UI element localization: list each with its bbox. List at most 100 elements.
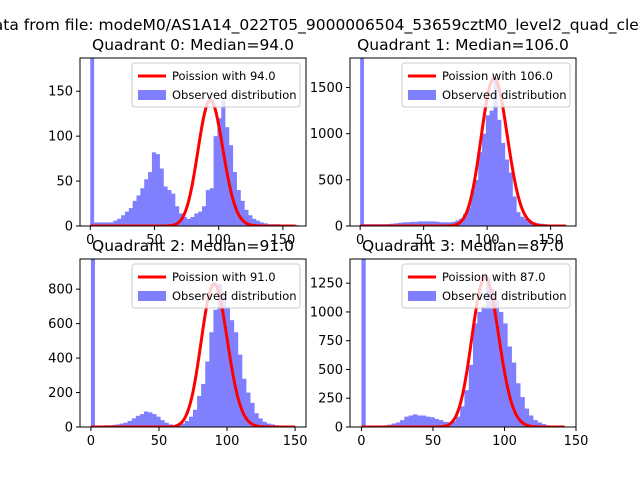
hist-bar	[254, 413, 259, 427]
hist-bar	[455, 416, 461, 427]
hist-bar	[180, 423, 186, 427]
axes-frame	[349, 258, 577, 428]
legend-line-label: Poission with 87.0	[442, 270, 546, 284]
hist-bar	[537, 422, 542, 427]
hist-bar	[398, 222, 403, 226]
hist-bar	[119, 423, 124, 427]
hist-bar	[217, 118, 222, 226]
hist-bar	[182, 217, 187, 226]
y-tick-label: 0	[335, 220, 343, 235]
hist-bar	[197, 395, 202, 427]
hist-bar	[246, 392, 251, 427]
x-tick-label: 50	[151, 434, 168, 449]
hist-bar	[527, 220, 532, 226]
hist-bar	[409, 221, 414, 226]
hist-bar	[237, 354, 243, 427]
x-tick-label: 100	[492, 434, 517, 449]
hist-bar	[466, 207, 471, 226]
poisson-curve	[361, 275, 565, 427]
hist-bar	[209, 332, 214, 427]
hist-bar	[477, 311, 482, 427]
x-tick-label: 150	[283, 434, 308, 449]
quadrant-3-plot-area	[361, 259, 568, 427]
hist-bar	[266, 423, 271, 427]
quadrant-2-title: Quadrant 2: Median=91.0	[92, 237, 294, 255]
hist-bar	[164, 422, 169, 427]
hist-bar	[528, 415, 534, 427]
hist-bar	[490, 288, 495, 427]
hist-bar-zero	[90, 259, 95, 427]
hist-bar	[123, 422, 128, 427]
y-tick-label: 1500	[310, 81, 343, 96]
legend: Poission with 94.0 Observed distribution	[131, 62, 301, 108]
hist-bar	[105, 222, 110, 226]
hist-bar	[225, 306, 231, 427]
y-tick-label: 1000	[310, 127, 343, 142]
hist-bar-zero	[361, 259, 366, 427]
hist-bar	[221, 292, 226, 427]
hist-bar	[516, 212, 521, 226]
y-tick-label: 50	[56, 175, 73, 190]
x-tick-label: 0	[357, 434, 365, 449]
hist-bar	[213, 309, 218, 427]
hist-bar	[524, 408, 530, 427]
x-tick-label: 0	[356, 233, 364, 248]
hist-bar	[523, 218, 529, 226]
hist-bar	[121, 215, 126, 226]
hist-bar	[417, 415, 422, 427]
hist-bar	[255, 220, 261, 226]
legend-line-label: Poission with 94.0	[172, 69, 276, 83]
quadrant-0-panel: 0 50 100 150 0 50 100 150 Quadrant 0: Median=94.…	[48, 36, 307, 248]
hist-bar	[135, 415, 141, 427]
y-tick-label: 250	[318, 392, 343, 407]
hist-bar	[473, 323, 478, 427]
hist-bar	[504, 159, 510, 226]
hist-bar-zero	[90, 58, 95, 226]
legend-box	[131, 62, 301, 108]
hist-bar	[512, 196, 517, 226]
hist-bar	[507, 346, 512, 427]
hist-bar	[97, 222, 103, 226]
hist-bar	[128, 208, 133, 226]
hist-bar	[250, 402, 255, 427]
legend: Poission with 106.0 Observed distribution	[401, 62, 571, 108]
hist-bar	[463, 214, 468, 226]
y-tick-label: 400	[48, 352, 73, 367]
legend-box	[401, 62, 571, 108]
hist-bar	[188, 416, 194, 427]
legend-box	[131, 263, 301, 309]
legend-hist-swatch	[138, 90, 166, 100]
hist-bar	[494, 300, 500, 427]
legend-hist-swatch	[408, 90, 436, 100]
x-tick-label: 150	[538, 233, 563, 248]
hist-bar	[508, 172, 513, 226]
hist-bar	[131, 418, 137, 427]
y-tick-label: 200	[48, 386, 73, 401]
hist-bar	[132, 200, 137, 226]
hist-bar	[498, 311, 504, 427]
hist-bar	[240, 200, 245, 226]
hist-bar	[194, 213, 199, 226]
hist-bar	[408, 415, 414, 427]
hist-bar	[520, 216, 525, 226]
legend-hist-label: Observed distribution	[442, 289, 567, 303]
hist-bar	[101, 222, 106, 226]
hist-bar	[148, 412, 153, 427]
legend-hist-label: Observed distribution	[172, 289, 297, 303]
quadrant-1-title: Quadrant 1: Median=106.0	[357, 36, 569, 54]
hist-bar	[167, 190, 172, 226]
hist-bar	[175, 206, 180, 226]
hist-bar	[520, 397, 525, 427]
x-tick-label: 0	[86, 233, 94, 248]
x-tick-label: 50	[415, 233, 432, 248]
hist-bar	[201, 383, 206, 427]
hist-bar	[205, 190, 210, 226]
hist-bar	[497, 119, 502, 226]
hist-bar	[474, 179, 479, 226]
hist-bar	[139, 414, 145, 427]
hist-bar	[113, 220, 118, 226]
hist-bar	[205, 361, 210, 427]
hist-bar	[443, 222, 449, 226]
